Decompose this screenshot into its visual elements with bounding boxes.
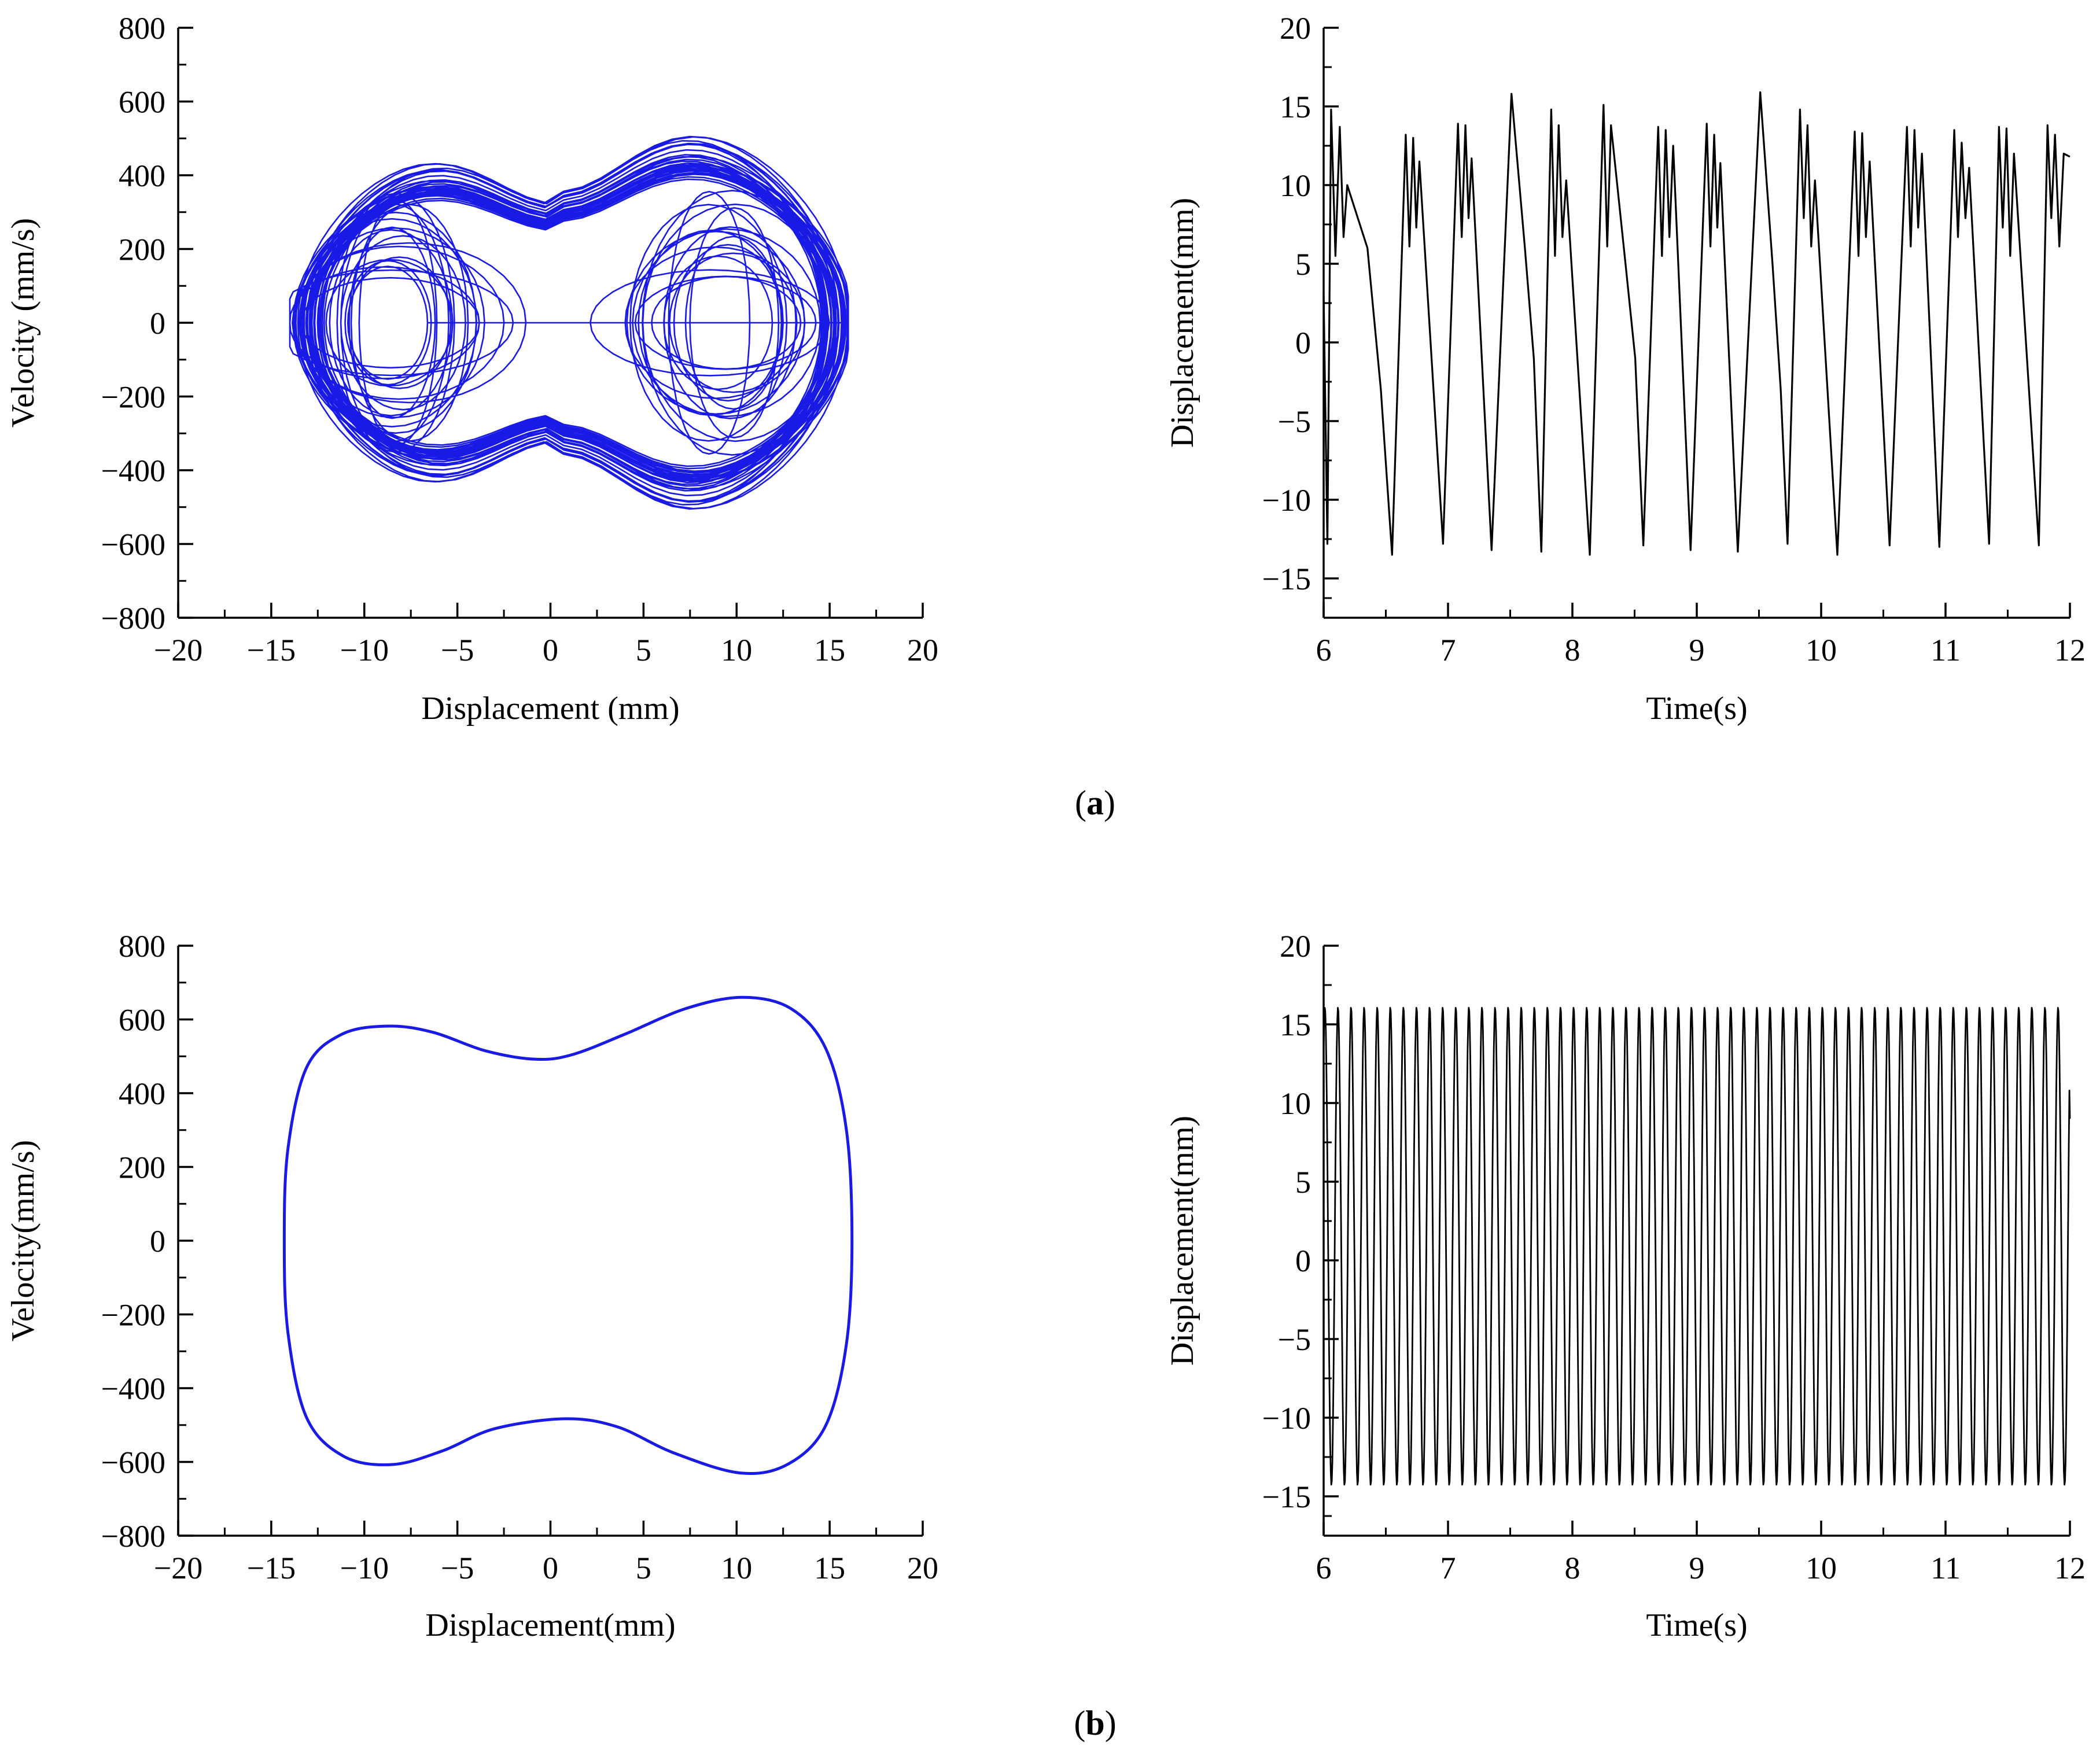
x-tick-label: 11: [1930, 1551, 1961, 1585]
y-tick-label: 15: [1280, 90, 1311, 124]
y-tick-label: 600: [119, 85, 165, 120]
y-tick-label: −800: [101, 601, 165, 636]
chart-a-time-history: 6 7 8 9 10 11 12 −15 −10 −5 0 5 10 15 20 Time(s) Displac…: [1165, 11, 2086, 726]
y-tick-label: 400: [119, 1076, 165, 1111]
x-tick-label: 8: [1565, 1551, 1580, 1585]
y-tick-label: 15: [1280, 1008, 1311, 1042]
y-tick-label: 20: [1280, 929, 1311, 964]
x-axis-title: Displacement (mm): [421, 691, 679, 726]
y-tick-label: 800: [119, 929, 165, 964]
chart-b-phase-portrait: −20 −15 −10 −5 0 5 10 15 20 −800 −600 −400 −200 0 200 4…: [5, 929, 938, 1643]
x-tick-label: −15: [247, 1551, 296, 1585]
x-tick-label: 9: [1689, 1551, 1705, 1585]
x-tick-label: 0: [543, 633, 558, 667]
y-tick-label: −10: [1262, 483, 1311, 518]
x-tick-label: 5: [636, 633, 651, 667]
y-tick-label: 5: [1295, 247, 1311, 282]
x-tick-label: −20: [154, 633, 202, 667]
x-tick-label: −20: [154, 1551, 202, 1585]
x-axis-title: Displacement(mm): [425, 1607, 675, 1643]
y-tick-label: 0: [150, 306, 165, 341]
y-tick-label: 5: [1295, 1165, 1311, 1200]
y-tick-label: −5: [1278, 404, 1311, 439]
x-tick-label: 10: [1806, 1551, 1837, 1585]
y-tick-label: 600: [119, 1003, 165, 1038]
chart-b-time-history: 6 7 8 9 10 11 12 −15 −10 −5 0 5 10 15 20 Time(s) Displac…: [1165, 929, 2086, 1643]
x-tick-label: 15: [814, 1551, 845, 1585]
x-tick-label: 12: [2054, 633, 2086, 667]
panel-label-b: (b): [1074, 1704, 1116, 1742]
x-tick-label: −5: [441, 633, 474, 667]
x-tick-label: 6: [1316, 1551, 1332, 1585]
x-tick-label: −15: [247, 633, 296, 667]
y-tick-label: −400: [101, 1371, 165, 1406]
x-tick-label: −10: [340, 1551, 389, 1585]
y-tick-label: 20: [1280, 11, 1311, 46]
y-tick-label: −200: [101, 380, 165, 415]
y-tick-label: 10: [1280, 168, 1311, 203]
x-tick-label: −5: [441, 1551, 474, 1585]
x-tick-label: 8: [1565, 633, 1580, 667]
y-tick-label: −800: [101, 1519, 165, 1554]
chart-a-phase-portrait: −20 −15 −10 −5 0 5 10 15 20 −800 −600 −400 −200 0 200 4…: [5, 11, 938, 726]
y-tick-label: −15: [1262, 562, 1311, 596]
x-tick-label: 20: [907, 633, 938, 667]
y-tick-label: 800: [119, 11, 165, 46]
x-tick-label: −10: [340, 633, 389, 667]
x-tick-label: 9: [1689, 633, 1705, 667]
x-tick-label: 6: [1316, 633, 1332, 667]
y-tick-label: −5: [1278, 1322, 1311, 1357]
y-tick-label: −10: [1262, 1401, 1311, 1436]
x-axis-title: Time(s): [1646, 1607, 1747, 1643]
x-tick-label: 10: [721, 1551, 752, 1585]
y-tick-label: −15: [1262, 1480, 1311, 1514]
y-axis-title: Velocity(mm/s): [5, 1140, 41, 1341]
x-tick-label: 7: [1440, 633, 1456, 667]
y-tick-label: 200: [119, 233, 165, 267]
x-axis-title: Time(s): [1646, 691, 1747, 726]
displacement-time-line: [1322, 1006, 2071, 1486]
y-tick-label: −600: [101, 528, 165, 562]
y-tick-label: 400: [119, 158, 165, 193]
x-tick-label: 11: [1930, 633, 1961, 667]
y-tick-label: 0: [1295, 326, 1311, 360]
x-tick-label: 15: [814, 633, 845, 667]
displacement-time-line: [1322, 91, 2070, 556]
y-axis-title: Velocity (mm/s): [5, 218, 41, 427]
x-tick-label: 7: [1440, 1551, 1456, 1585]
y-tick-label: 200: [119, 1150, 165, 1185]
y-axis-title: Displacement(mm): [1165, 198, 1200, 448]
phase-orbit-line: [282, 995, 854, 1475]
panel-label-a: (a): [1075, 784, 1115, 822]
x-tick-label: 12: [2054, 1551, 2086, 1585]
x-tick-label: 20: [907, 1551, 938, 1585]
y-tick-label: 10: [1280, 1086, 1311, 1121]
y-tick-label: −200: [101, 1298, 165, 1333]
x-tick-label: 10: [721, 633, 752, 667]
y-tick-label: 0: [150, 1224, 165, 1259]
x-tick-label: 0: [543, 1551, 558, 1585]
y-tick-label: −400: [101, 453, 165, 488]
x-tick-label: 10: [1806, 633, 1837, 667]
y-tick-label: −600: [101, 1445, 165, 1480]
y-tick-label: 0: [1295, 1244, 1311, 1278]
y-axis-title: Displacement(mm): [1165, 1116, 1200, 1366]
x-tick-label: 5: [636, 1551, 651, 1585]
phase-trajectory-line: [289, 135, 849, 510]
